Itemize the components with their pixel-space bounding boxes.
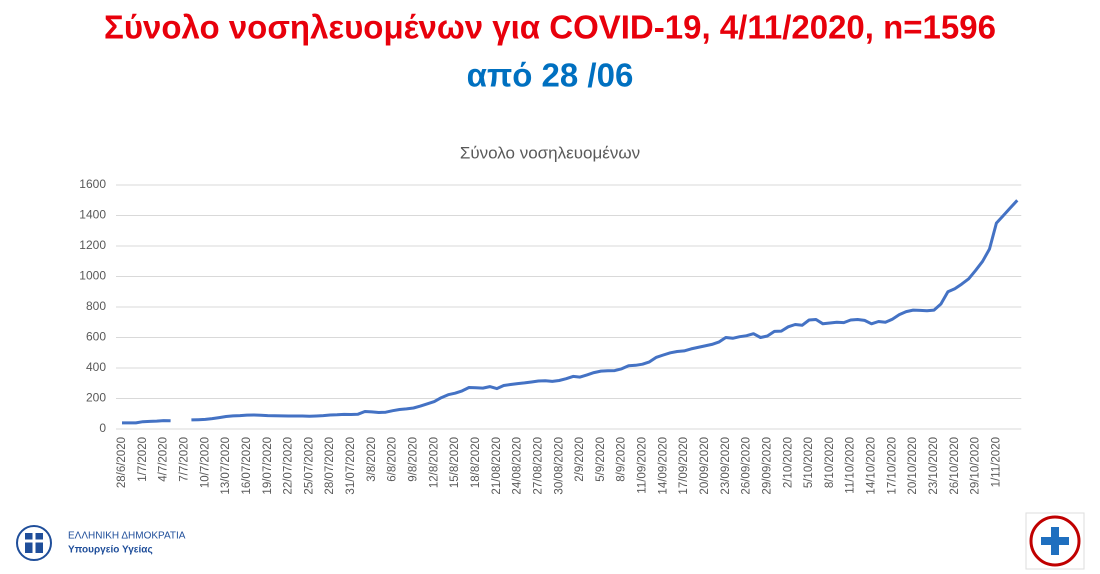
y-tick-label: 1000 bbox=[79, 269, 106, 283]
x-tick-label: 31/07/2020 bbox=[345, 437, 357, 495]
x-tick-label: 9/8/2020 bbox=[408, 437, 420, 482]
x-tick-label: 19/07/2020 bbox=[262, 437, 274, 495]
x-tick-label: 7/7/2020 bbox=[178, 437, 190, 482]
chart-title: Σύνολο νοσηλευομένων bbox=[460, 143, 640, 162]
greek-emblem bbox=[16, 525, 52, 561]
x-tick-label: 28/6/2020 bbox=[116, 437, 128, 488]
x-tick-label: 24/08/2020 bbox=[512, 437, 524, 495]
ekav-logo bbox=[1025, 512, 1085, 570]
x-tick-label: 29/09/2020 bbox=[761, 437, 773, 495]
x-tick-label: 18/8/2020 bbox=[470, 437, 482, 488]
x-tick-label: 4/7/2020 bbox=[158, 437, 170, 482]
data-line bbox=[122, 199, 1019, 425]
x-tick-label: 14/10/2020 bbox=[866, 437, 878, 495]
x-tick-label: 1/7/2020 bbox=[137, 437, 149, 482]
x-tick-label: 8/9/2020 bbox=[616, 437, 628, 482]
y-tick-label: 400 bbox=[86, 360, 106, 374]
x-tick-label: 23/10/2020 bbox=[928, 437, 940, 495]
x-tick-label: 5/9/2020 bbox=[595, 437, 607, 482]
ministry-name: Υπουργείο Υγείας bbox=[68, 545, 153, 556]
x-tick-label: 17/09/2020 bbox=[678, 437, 690, 495]
x-tick-label: 2/9/2020 bbox=[574, 437, 586, 482]
org-name: ΕΛΛΗΝΙΚΗ ΔΗΜΟΚΡΑΤΙΑ bbox=[68, 531, 186, 542]
x-tick-label: 23/09/2020 bbox=[720, 437, 732, 495]
x-tick-label: 16/07/2020 bbox=[241, 437, 253, 495]
x-tick-label: 30/08/2020 bbox=[553, 437, 565, 495]
y-tick-label: 0 bbox=[99, 421, 106, 435]
x-tick-label: 5/10/2020 bbox=[803, 437, 815, 488]
x-tick-label: 21/08/2020 bbox=[491, 437, 503, 495]
x-tick-label: 22/07/2020 bbox=[283, 437, 295, 495]
x-tick-label: 11/09/2020 bbox=[637, 437, 649, 494]
x-tick-label: 26/09/2020 bbox=[741, 437, 753, 495]
x-tick-label: 17/10/2020 bbox=[886, 437, 898, 495]
x-tick-label: 20/09/2020 bbox=[699, 437, 711, 495]
x-tick-label: 6/8/2020 bbox=[387, 437, 399, 482]
x-tick-label: 20/10/2020 bbox=[907, 437, 919, 495]
x-tick-label: 28/07/2020 bbox=[324, 437, 336, 495]
y-tick-label: 1600 bbox=[79, 177, 106, 191]
x-tick-label: 10/7/2020 bbox=[199, 437, 211, 488]
x-tick-label: 15/8/2020 bbox=[449, 437, 461, 488]
x-tick-label: 26/10/2020 bbox=[949, 437, 961, 495]
x-tick-label: 25/07/2020 bbox=[303, 437, 315, 495]
slide-subtitle: από 28 /06 bbox=[467, 57, 634, 94]
x-tick-label: 29/10/2020 bbox=[970, 437, 982, 495]
x-tick-label: 12/8/2020 bbox=[428, 437, 440, 488]
x-tick-label: 27/08/2020 bbox=[532, 437, 544, 495]
x-tick-label: 13/07/2020 bbox=[220, 437, 232, 495]
y-tick-label: 200 bbox=[86, 391, 106, 405]
x-tick-label: 1/11/2020 bbox=[990, 437, 1002, 487]
x-tick-label: 2/10/2020 bbox=[782, 437, 794, 488]
y-tick-label: 1400 bbox=[79, 208, 106, 222]
y-tick-label: 800 bbox=[86, 299, 106, 313]
x-tick-label: 8/10/2020 bbox=[824, 437, 836, 488]
y-tick-label: 600 bbox=[86, 330, 106, 344]
y-tick-label: 1200 bbox=[79, 238, 106, 252]
x-tick-label: 3/8/2020 bbox=[366, 437, 378, 482]
slide-title: Σύνολο νοσηλευομένων για COVID-19, 4/11/… bbox=[104, 9, 996, 46]
x-tick-label: 11/10/2020 bbox=[845, 437, 857, 494]
x-tick-label: 14/09/2020 bbox=[657, 437, 669, 495]
